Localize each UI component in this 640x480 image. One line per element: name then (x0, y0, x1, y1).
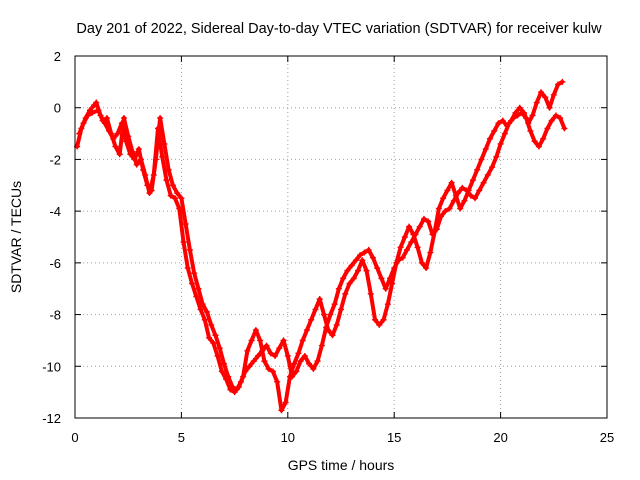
series-segment (494, 141, 503, 159)
x-tick-label: 10 (281, 430, 295, 445)
series-segment (190, 281, 199, 299)
axis-ticks: 0 5 10 15 20 25 -12 -10 -8 -6 -4 -2 0 2 (42, 49, 614, 445)
y-tick-label: 2 (54, 49, 61, 64)
y-tick-label: -4 (49, 204, 61, 219)
series-segment (177, 206, 186, 245)
series-segment (394, 245, 403, 265)
series-segment (162, 141, 171, 172)
data-marks (74, 78, 568, 414)
series-segment (138, 157, 148, 177)
series-segment (558, 116, 567, 131)
series-segment (449, 180, 458, 198)
series-segment (258, 338, 267, 364)
series-segment (160, 154, 169, 183)
series-segment (385, 281, 395, 307)
series-segment (411, 232, 420, 250)
series-segment (530, 100, 539, 118)
x-tick-label: 20 (493, 430, 507, 445)
series-segment (202, 317, 212, 340)
series-segment (213, 333, 222, 351)
series-segment (287, 361, 297, 379)
series-segment (183, 222, 192, 252)
series-segment (204, 309, 214, 327)
series-segment (211, 341, 220, 358)
series-segment (187, 247, 197, 276)
series-segment (321, 312, 331, 333)
series-segment (109, 131, 118, 149)
series-segment (215, 353, 224, 374)
series-segment (121, 116, 131, 139)
series-segment (164, 178, 173, 198)
x-tick-label: 15 (387, 430, 401, 445)
series-segment (428, 229, 437, 255)
series-segment (185, 266, 195, 286)
x-tick-label: 5 (178, 430, 185, 445)
series-segment (283, 374, 292, 405)
series-segment (179, 196, 188, 227)
series-segment (275, 379, 284, 413)
series-segment (332, 286, 341, 307)
series-segment (381, 302, 390, 322)
series-segment (221, 361, 231, 379)
series-segment (368, 291, 378, 322)
series-segment (317, 297, 326, 317)
y-tick-label: -10 (42, 359, 61, 374)
y-axis-title: SDTVAR / TECUs (8, 181, 24, 293)
series-segment (196, 286, 205, 307)
chart-title: Day 201 of 2022, Sidereal Day-to-day VTE… (76, 21, 602, 37)
series-segment (364, 268, 373, 296)
series-segment (192, 271, 201, 291)
series-segment (181, 240, 190, 271)
series-segment (155, 126, 165, 159)
series-segment (166, 167, 175, 188)
series-segment (390, 260, 399, 286)
y-tick-label: -6 (49, 256, 61, 271)
series-segment (117, 116, 126, 157)
series-segment (415, 245, 424, 265)
series-segment (104, 116, 114, 136)
x-axis-title: GPS time / hours (288, 457, 395, 473)
series-segment (432, 206, 441, 234)
series-segment (147, 172, 156, 196)
series-segment (217, 346, 226, 366)
series-segment (547, 92, 556, 110)
y-tick-label: -12 (42, 411, 61, 426)
data-point (559, 78, 566, 85)
series-segment (296, 338, 305, 356)
series-segment (241, 348, 250, 379)
plot-frame (74, 55, 608, 419)
series-segment (315, 343, 324, 364)
series-segment (334, 307, 343, 327)
x-tick-label: 25 (600, 430, 614, 445)
series-segment (158, 116, 167, 146)
x-tick-label: 0 (71, 430, 78, 445)
y-tick-label: -2 (49, 152, 61, 167)
y-tick-label: 0 (54, 101, 61, 116)
series-segment (339, 291, 348, 312)
series-segment (424, 250, 433, 271)
series-segment (194, 294, 203, 312)
y-tick-label: -8 (49, 308, 61, 323)
series-segment (281, 338, 290, 358)
series-segment (126, 134, 135, 154)
data-point (561, 125, 568, 132)
